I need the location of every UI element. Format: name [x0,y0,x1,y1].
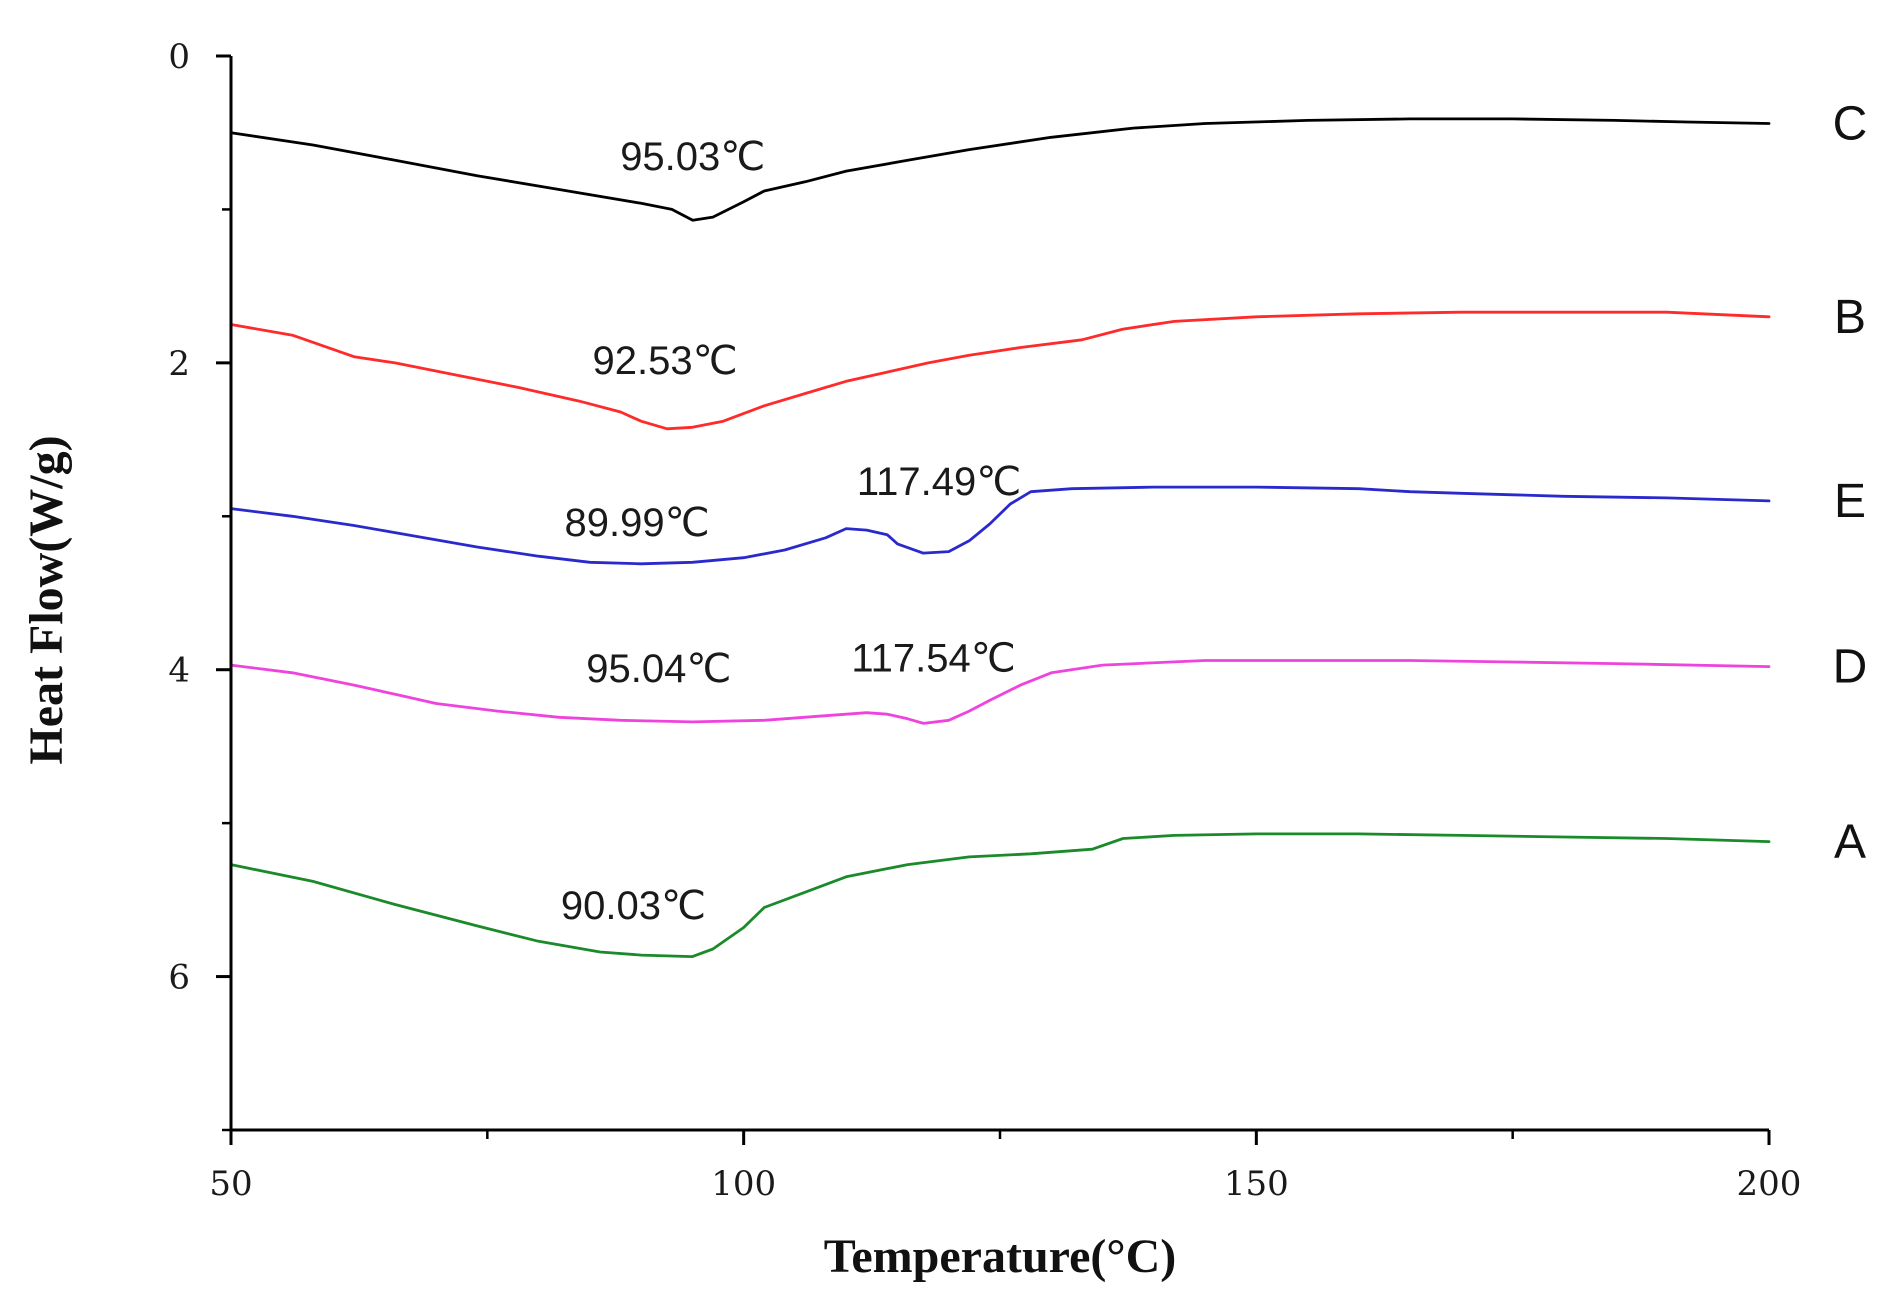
series-D-label: D [1833,641,1868,694]
x-tick-label-150: 150 [1224,1164,1289,1204]
y-tick-label-0: 0 [168,37,190,77]
series-E-peak-annotation: 89.99℃ [565,501,710,545]
axes [229,56,1769,1132]
series-D-line [229,659,1771,725]
x-tick-label-100: 100 [711,1164,776,1204]
series-A-peak-annotation: 90.03℃ [561,884,706,928]
x-axis-title: Temperature(°C) [824,1230,1176,1283]
series-B-peak-annotation: 92.53℃ [593,339,738,383]
series-C-peak-annotation: 95.03℃ [620,135,765,179]
series-B-line [229,310,1771,431]
y-tick-label-2: 2 [168,344,190,384]
series-B-label: B [1834,291,1866,344]
y-tick-label-4: 4 [168,651,190,691]
series-E-peak-annotation: 117.49℃ [857,460,1021,504]
series-D-peak-annotation: 117.54℃ [851,636,1015,680]
x-tick-label-200: 200 [1737,1164,1802,1204]
plot-area: C 95.03℃ B 92.53℃ E 89.99℃ 117.49℃ D 95.04℃ 117.5… [229,98,1868,958]
series-C-line [229,117,1771,222]
series-A-label: A [1834,816,1866,869]
x-tick-label-50: 50 [209,1164,252,1204]
y-tick-label-6: 6 [168,958,190,998]
series-D-peak-annotation: 95.04℃ [586,647,731,691]
y-axis-title: Heat Flow(W/g) [20,435,73,764]
axis-ticks: 50 100 150 200 0 2 4 6 [168,37,1801,1204]
series-E-line [229,485,1771,566]
series-A-line [229,832,1771,958]
series-C-label: C [1833,98,1868,151]
series-E-label: E [1834,475,1866,528]
